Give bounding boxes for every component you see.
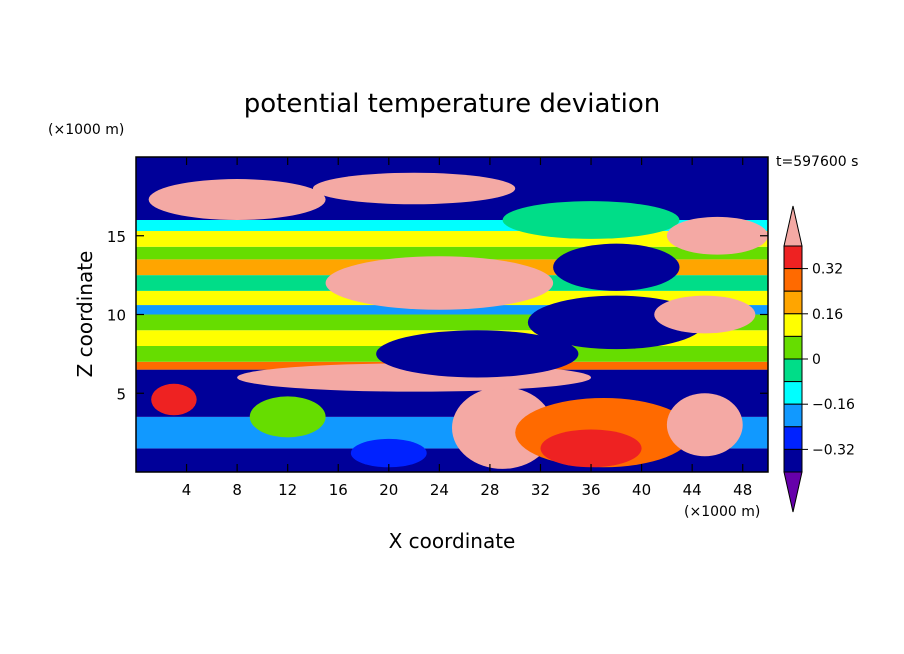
x-axis-label: X coordinate (389, 529, 516, 553)
x-tick-label: 28 (480, 481, 499, 499)
colorbar-box (783, 313, 803, 337)
contour-region (249, 396, 326, 438)
x-tick-label: 32 (531, 481, 550, 499)
x-tick-label: 36 (581, 481, 600, 499)
contour-region (654, 295, 756, 334)
contour-band (136, 220, 768, 232)
contour-region (502, 201, 680, 239)
contour-region (540, 429, 642, 468)
colorbar-bottom-arrow (783, 471, 803, 513)
x-axis: 4 8 12 16 20 24 28 32 36 40 44 48 (182, 157, 752, 499)
x-tick-label: 12 (278, 481, 297, 499)
colorbar-tick-label: 0.16 (812, 307, 843, 323)
contour-band (136, 305, 768, 315)
colorbar-top-arrow (783, 205, 803, 247)
chart-title: potential temperature deviation (244, 89, 660, 119)
colorbar-tick-label: −0.16 (812, 397, 855, 413)
colorbar-box (783, 268, 803, 292)
contour-field (136, 157, 768, 472)
contour-region (148, 179, 326, 220)
time-label: t=597600 s (776, 154, 858, 170)
colorbar-tick-label: 0 (812, 352, 821, 368)
colorbar-tick-label: 0.32 (812, 262, 843, 278)
x-tick-label: 8 (232, 481, 242, 499)
colorbar-box (783, 335, 803, 360)
colorbar-tick-label: −0.32 (812, 442, 855, 458)
contour-region (666, 393, 743, 457)
y-tick-label: 5 (116, 385, 126, 403)
y-unit-label: (×1000 m) (48, 122, 124, 138)
colorbar-box (783, 290, 803, 315)
y-axis-label: Z coordinate (73, 251, 97, 378)
colorbar-box (783, 426, 803, 450)
contour-region (151, 383, 197, 416)
y-tick-label: 10 (107, 307, 126, 325)
x-unit-label: (×1000 m) (684, 504, 760, 520)
x-tick-label: 24 (430, 481, 449, 499)
x-tick-label: 48 (733, 481, 752, 499)
y-tick-label: 15 (107, 228, 126, 246)
colorbar: 0.32 0.16 0 −0.16 −0.32 (783, 205, 855, 513)
contour-region (553, 243, 680, 291)
colorbar-box (783, 358, 803, 383)
x-tick-label: 44 (683, 481, 702, 499)
y-axis: 5 10 15 (107, 228, 768, 403)
contour-region (666, 216, 768, 255)
x-tick-label: 40 (632, 481, 651, 499)
colorbar-box (783, 245, 803, 270)
contour-region (376, 330, 579, 378)
x-tick-label: 16 (329, 481, 348, 499)
colorbar-box (783, 381, 803, 405)
contour-region (312, 172, 516, 205)
colorbar-box (783, 448, 803, 473)
contour-region (325, 256, 554, 310)
x-tick-label: 4 (182, 481, 192, 499)
contour-region (350, 438, 427, 468)
colorbar-box (783, 403, 803, 428)
x-tick-label: 20 (379, 481, 398, 499)
